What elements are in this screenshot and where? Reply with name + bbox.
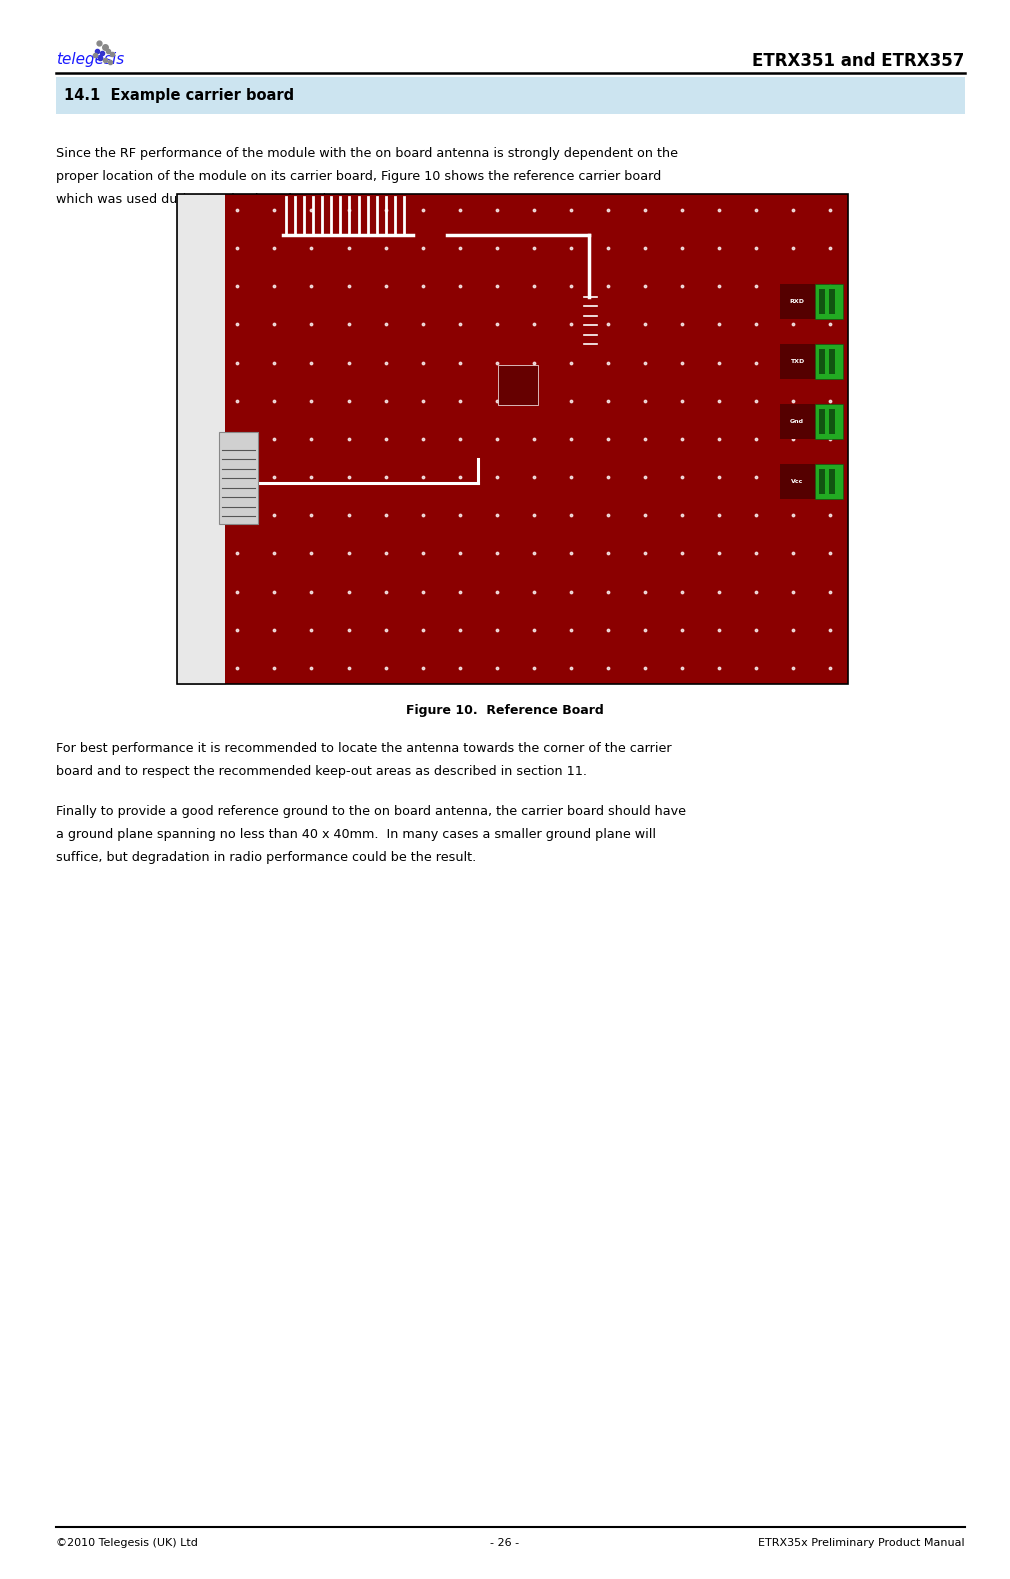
Bar xyxy=(780,404,815,439)
Bar xyxy=(819,469,825,494)
Bar xyxy=(56,77,965,114)
Bar xyxy=(819,409,825,434)
Text: - 26 -: - 26 - xyxy=(491,1538,519,1547)
Bar xyxy=(815,404,843,439)
Bar xyxy=(780,464,815,499)
Bar xyxy=(829,469,835,494)
Text: 14.1  Example carrier board: 14.1 Example carrier board xyxy=(64,88,294,103)
Bar xyxy=(819,289,825,314)
Text: TXD: TXD xyxy=(790,358,804,365)
Bar xyxy=(498,365,538,404)
Bar xyxy=(177,194,848,684)
Text: suffice, but degradation in radio performance could be the result.: suffice, but degradation in radio perfor… xyxy=(56,851,476,864)
Text: Vcc: Vcc xyxy=(791,478,803,485)
Text: which was used during testing by Telegesis.: which was used during testing by Teleges… xyxy=(56,193,336,205)
Text: ©2010 Telegesis (UK) Ltd: ©2010 Telegesis (UK) Ltd xyxy=(56,1538,197,1547)
Text: ETRX35x Preliminary Product Manual: ETRX35x Preliminary Product Manual xyxy=(758,1538,965,1547)
Bar xyxy=(177,194,225,684)
Text: RXD: RXD xyxy=(790,298,804,305)
Text: Finally to provide a good reference ground to the on board antenna, the carrier : Finally to provide a good reference grou… xyxy=(56,805,686,818)
Bar xyxy=(815,344,843,379)
Bar xyxy=(829,289,835,314)
Text: ETRX351 and ETRX357: ETRX351 and ETRX357 xyxy=(752,52,965,69)
Text: Since the RF performance of the module with the on board antenna is strongly dep: Since the RF performance of the module w… xyxy=(56,147,678,159)
Bar xyxy=(829,409,835,434)
Bar xyxy=(815,464,843,499)
Text: Figure 10.  Reference Board: Figure 10. Reference Board xyxy=(406,704,604,717)
Bar xyxy=(819,349,825,374)
Bar xyxy=(225,194,848,684)
Text: board and to respect the recommended keep-out areas as described in section 11.: board and to respect the recommended kee… xyxy=(56,764,587,778)
Bar xyxy=(219,433,258,524)
Bar xyxy=(829,349,835,374)
Text: telegesis: telegesis xyxy=(56,52,124,66)
Bar xyxy=(815,284,843,319)
Bar xyxy=(780,284,815,319)
Bar xyxy=(780,344,815,379)
Text: For best performance it is recommended to locate the antenna towards the corner : For best performance it is recommended t… xyxy=(56,742,672,755)
Text: proper location of the module on its carrier board, Figure 10 shows the referenc: proper location of the module on its car… xyxy=(56,169,661,183)
Text: Gnd: Gnd xyxy=(790,418,804,425)
Text: a ground plane spanning no less than 40 x 40mm.  In many cases a smaller ground : a ground plane spanning no less than 40 … xyxy=(56,827,655,842)
